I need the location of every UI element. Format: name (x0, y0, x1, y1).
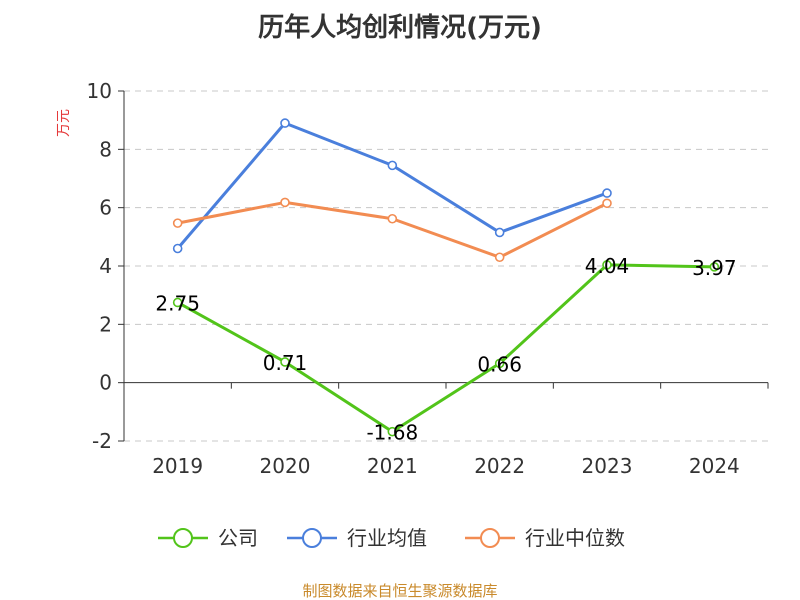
legend-item[interactable]: 行业中位数 (465, 526, 625, 550)
data-label: 0.66 (477, 352, 522, 376)
series-line (176, 121, 608, 250)
source-note: 制图数据来自恒生聚源数据库 (302, 582, 497, 600)
data-point (602, 188, 612, 198)
y-tick-label: 4 (99, 254, 112, 278)
data-label: -1.68 (366, 421, 418, 445)
legend-marker-icon (302, 528, 322, 548)
y-tick-label: -2 (92, 429, 112, 453)
data-label: 4.04 (585, 254, 630, 278)
legend-item[interactable]: 行业均值 (287, 526, 427, 550)
data-point (280, 197, 290, 208)
y-tick-label: 6 (99, 196, 112, 220)
gridlines (124, 90, 768, 442)
data-point (172, 243, 183, 254)
x-tick-label: 2020 (260, 454, 311, 478)
data-point (387, 426, 398, 437)
legend-marker-icon (480, 528, 500, 548)
y-tick-label: 2 (99, 312, 112, 336)
series-line (176, 263, 715, 434)
x-tick-label: 2021 (367, 454, 418, 478)
legend-marker-icon (173, 528, 193, 548)
data-point (172, 297, 183, 308)
x-tick-label: 2019 (152, 454, 203, 478)
data-point (494, 358, 505, 369)
x-tick-label: 2022 (474, 454, 525, 478)
legend-label: 公司 (218, 526, 258, 550)
legend: 公司 行业均值 行业中位数 (158, 526, 625, 550)
data-label: 3.97 (692, 256, 737, 280)
data-point (602, 198, 612, 209)
legend-label: 行业均值 (347, 526, 427, 550)
data-point (602, 260, 612, 270)
y-tick-label: 10 (87, 79, 112, 103)
data-point (280, 118, 290, 128)
axes: -2 0 2 4 6 8 10 2019 2020 2021 2022 2023 2024 (87, 79, 769, 478)
series-lines (172, 118, 720, 437)
data-point (387, 160, 398, 171)
x-tick-label: 2023 (582, 454, 633, 478)
legend-label: 行业中位数 (525, 526, 625, 550)
data-label: 2.75 (155, 291, 200, 315)
x-tick-label: 2024 (689, 454, 740, 478)
data-point (494, 227, 505, 238)
legend-item[interactable]: 公司 (158, 526, 258, 550)
y-tick-label: 0 (99, 371, 112, 395)
chart-title: 历年人均创利情况(万元) (258, 12, 542, 43)
series-2 (172, 197, 612, 263)
data-point (280, 357, 290, 367)
data-label: 0.71 (263, 351, 308, 375)
y-axis-unit-label: 万元 (56, 109, 72, 137)
data-point (387, 213, 398, 224)
series-0 (172, 260, 720, 437)
y-tick-label: 8 (99, 137, 112, 161)
data-labels: 2.75 0.71 -1.68 0.66 4.04 3.97 (155, 254, 736, 445)
series-1 (172, 118, 612, 254)
series-line (177, 200, 608, 259)
data-point (172, 218, 183, 228)
data-point (494, 252, 505, 263)
data-point (709, 262, 720, 272)
